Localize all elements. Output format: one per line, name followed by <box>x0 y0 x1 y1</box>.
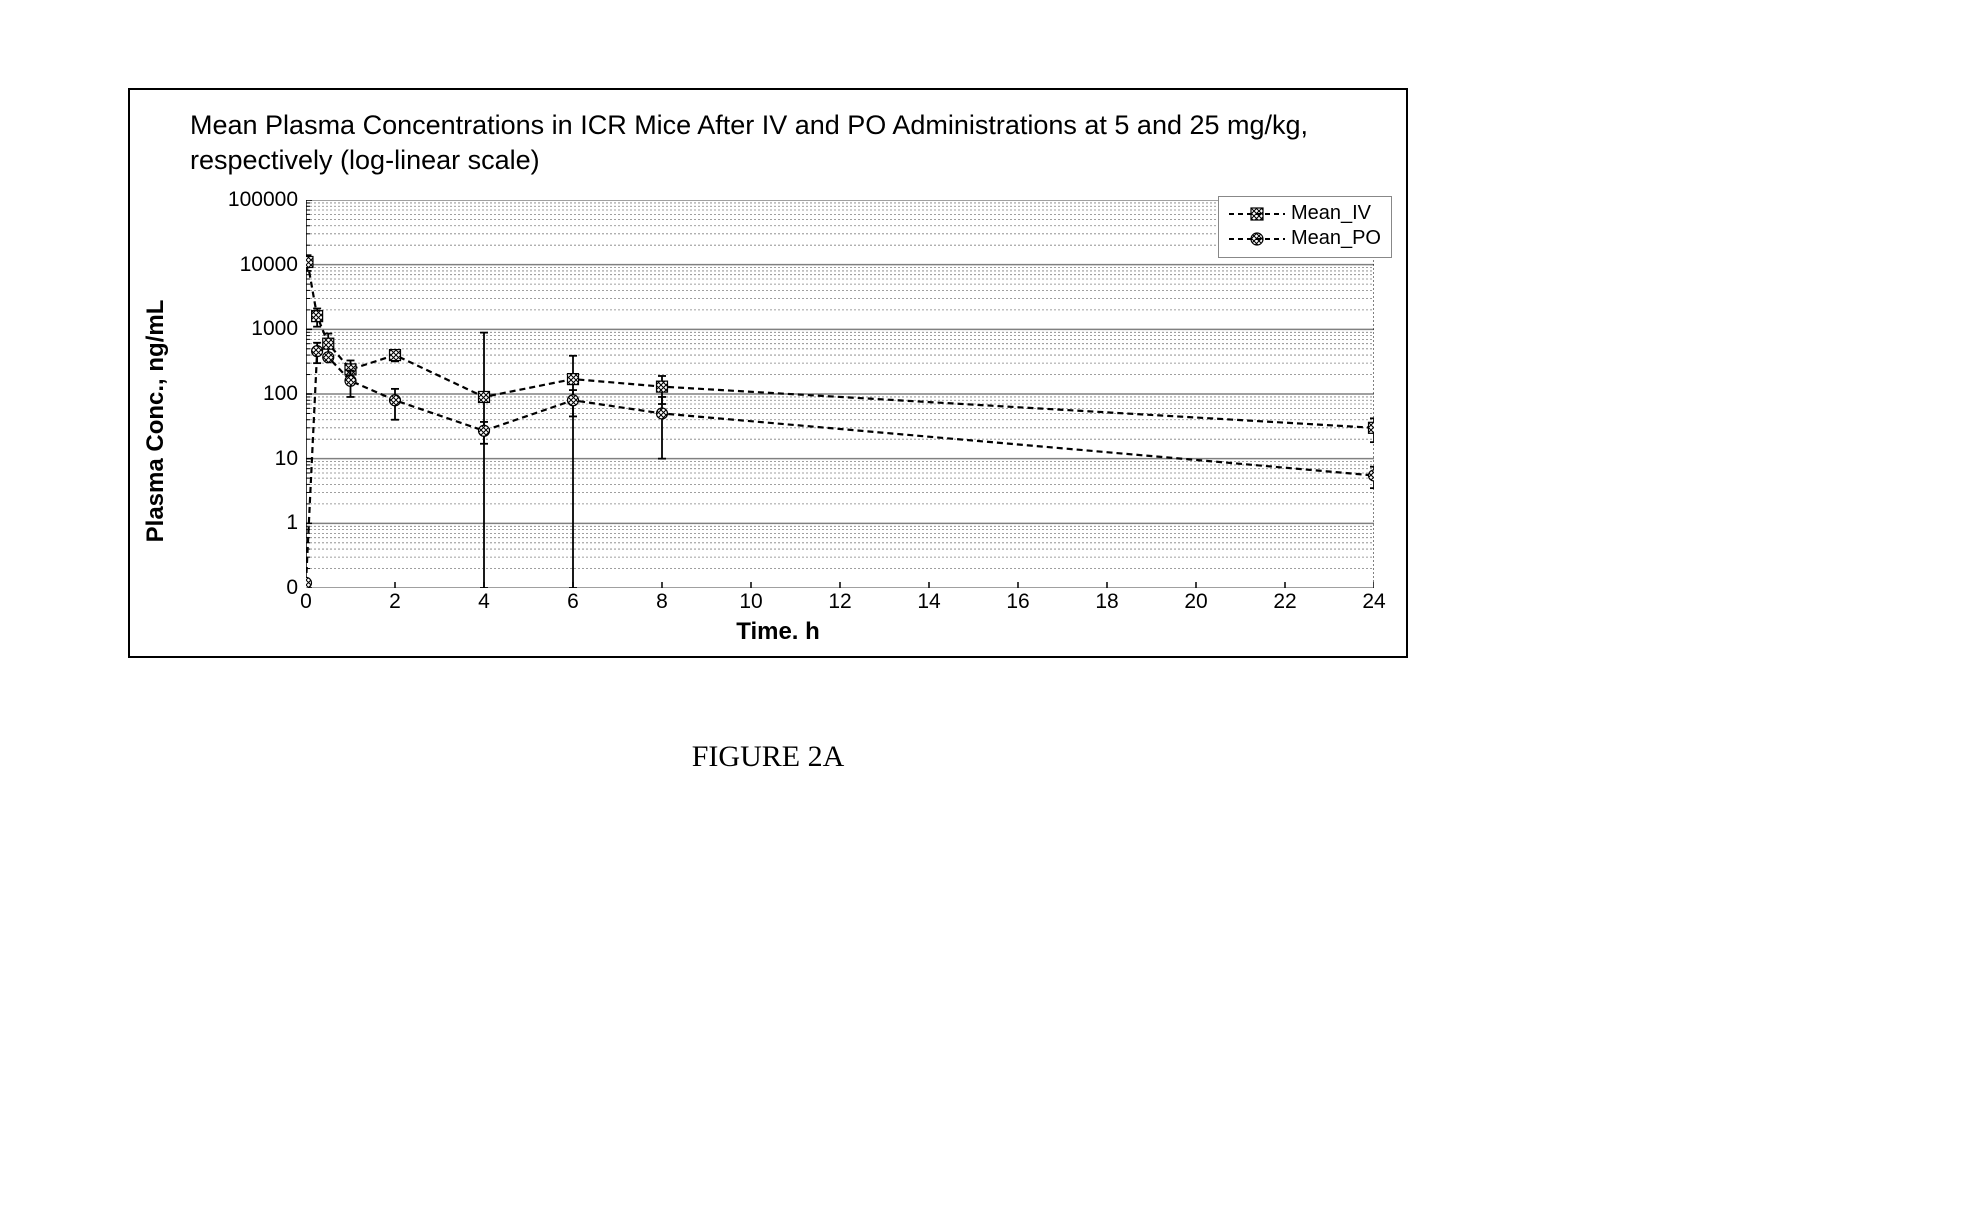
legend-item-iv: Mean_IV <box>1229 201 1381 226</box>
x-axis-label: Time. h <box>736 618 820 646</box>
y-axis-ticks: 0110100100010000100000 <box>212 200 298 588</box>
legend: Mean_IV Mean_PO <box>1218 196 1392 258</box>
marker-Mean_PO <box>345 375 356 386</box>
x-tick-label: 4 <box>478 590 490 614</box>
chart-panel: Mean Plasma Concentrations in ICR Mice A… <box>128 88 1408 658</box>
x-tick-label: 0 <box>300 590 312 614</box>
marker-Mean_PO <box>306 577 312 588</box>
legend-swatch-po-icon <box>1229 231 1285 247</box>
y-tick-label: 1000 <box>212 317 298 341</box>
marker-Mean_PO <box>568 395 579 406</box>
x-tick-label: 24 <box>1362 590 1385 614</box>
x-tick-label: 8 <box>656 590 668 614</box>
marker-Mean_PO <box>657 408 668 419</box>
x-tick-label: 16 <box>1006 590 1029 614</box>
x-tick-label: 2 <box>389 590 401 614</box>
x-tick-label: 22 <box>1273 590 1296 614</box>
marker-Mean_IV <box>390 350 401 361</box>
marker-Mean_PO <box>323 352 334 363</box>
marker-Mean_IV <box>306 256 313 267</box>
y-axis-label: Plasma Conc., ng/mL <box>142 300 170 543</box>
y-tick-label: 1 <box>212 511 298 535</box>
marker-Mean_IV <box>479 391 490 402</box>
x-tick-label: 6 <box>567 590 579 614</box>
series-line-Mean_PO <box>306 351 1374 583</box>
y-tick-label: 0 <box>212 576 298 600</box>
plot-wrap: Plasma Conc., ng/mL Time. h 011010010001… <box>164 200 1392 642</box>
legend-item-po: Mean_PO <box>1229 226 1381 251</box>
figure-caption: FIGURE 2A <box>0 740 1536 774</box>
y-tick-label: 10000 <box>212 253 298 277</box>
x-tick-label: 10 <box>739 590 762 614</box>
legend-label-po: Mean_PO <box>1291 227 1381 250</box>
marker-Mean_IV <box>568 374 579 385</box>
x-tick-label: 20 <box>1184 590 1207 614</box>
x-tick-label: 18 <box>1095 590 1118 614</box>
x-tick-label: 12 <box>828 590 851 614</box>
marker-Mean_IV <box>657 381 668 392</box>
marker-Mean_IV <box>323 338 334 349</box>
marker-Mean_PO <box>1369 470 1375 481</box>
legend-label-iv: Mean_IV <box>1291 202 1371 225</box>
x-tick-label: 14 <box>917 590 940 614</box>
legend-swatch-iv-icon <box>1229 206 1285 222</box>
marker-Mean_IV <box>1369 422 1375 433</box>
y-tick-label: 10 <box>212 447 298 471</box>
marker-Mean_PO <box>312 346 323 357</box>
x-axis-ticks: 024681012141618202224 <box>306 590 1374 616</box>
y-tick-label: 100 <box>212 382 298 406</box>
marker-Mean_PO <box>479 425 490 436</box>
page: Mean Plasma Concentrations in ICR Mice A… <box>0 0 1977 1231</box>
plot-svg <box>306 200 1374 588</box>
plot-area <box>306 200 1374 588</box>
chart-title: Mean Plasma Concentrations in ICR Mice A… <box>190 108 1346 178</box>
marker-Mean_PO <box>390 395 401 406</box>
series-line-Mean_IV <box>307 262 1374 428</box>
y-tick-label: 100000 <box>212 188 298 212</box>
marker-Mean_IV <box>312 311 323 322</box>
